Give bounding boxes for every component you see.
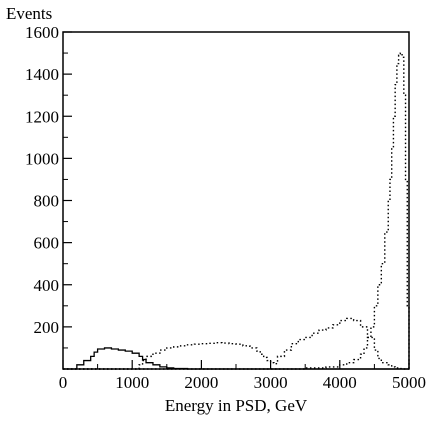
- y-tick-label: 600: [34, 234, 60, 253]
- y-tick-label: 1400: [25, 65, 59, 84]
- series-dotted-1: [63, 317, 409, 370]
- x-tick-label: 3000: [254, 373, 288, 392]
- y-ticks: 200 400 600 800 1000 1200 1400 1600: [25, 23, 72, 349]
- x-tick-label: 2000: [184, 373, 218, 392]
- y-tick-label: 200: [34, 318, 60, 337]
- y-tick-label: 1000: [25, 149, 59, 168]
- x-axis-label: Energy in PSD, GeV: [165, 396, 308, 415]
- series-layer: [63, 52, 410, 370]
- x-tick-label: 0: [59, 373, 68, 392]
- y-tick-label: 1200: [25, 107, 59, 126]
- x-tick-label: 4000: [323, 373, 357, 392]
- x-ticks: 0 1000 2000 3000 4000 5000: [59, 360, 426, 392]
- series-dotted-2: [63, 52, 410, 370]
- y-tick-label: 1600: [25, 23, 59, 42]
- x-tick-label: 5000: [392, 373, 426, 392]
- y-tick-label: 400: [34, 276, 60, 295]
- plot-frame: [62, 31, 410, 370]
- series-solid-0: [63, 347, 409, 370]
- y-axis-label: Events: [6, 4, 52, 23]
- x-tick-label: 1000: [115, 373, 149, 392]
- y-tick-label: 800: [34, 192, 60, 211]
